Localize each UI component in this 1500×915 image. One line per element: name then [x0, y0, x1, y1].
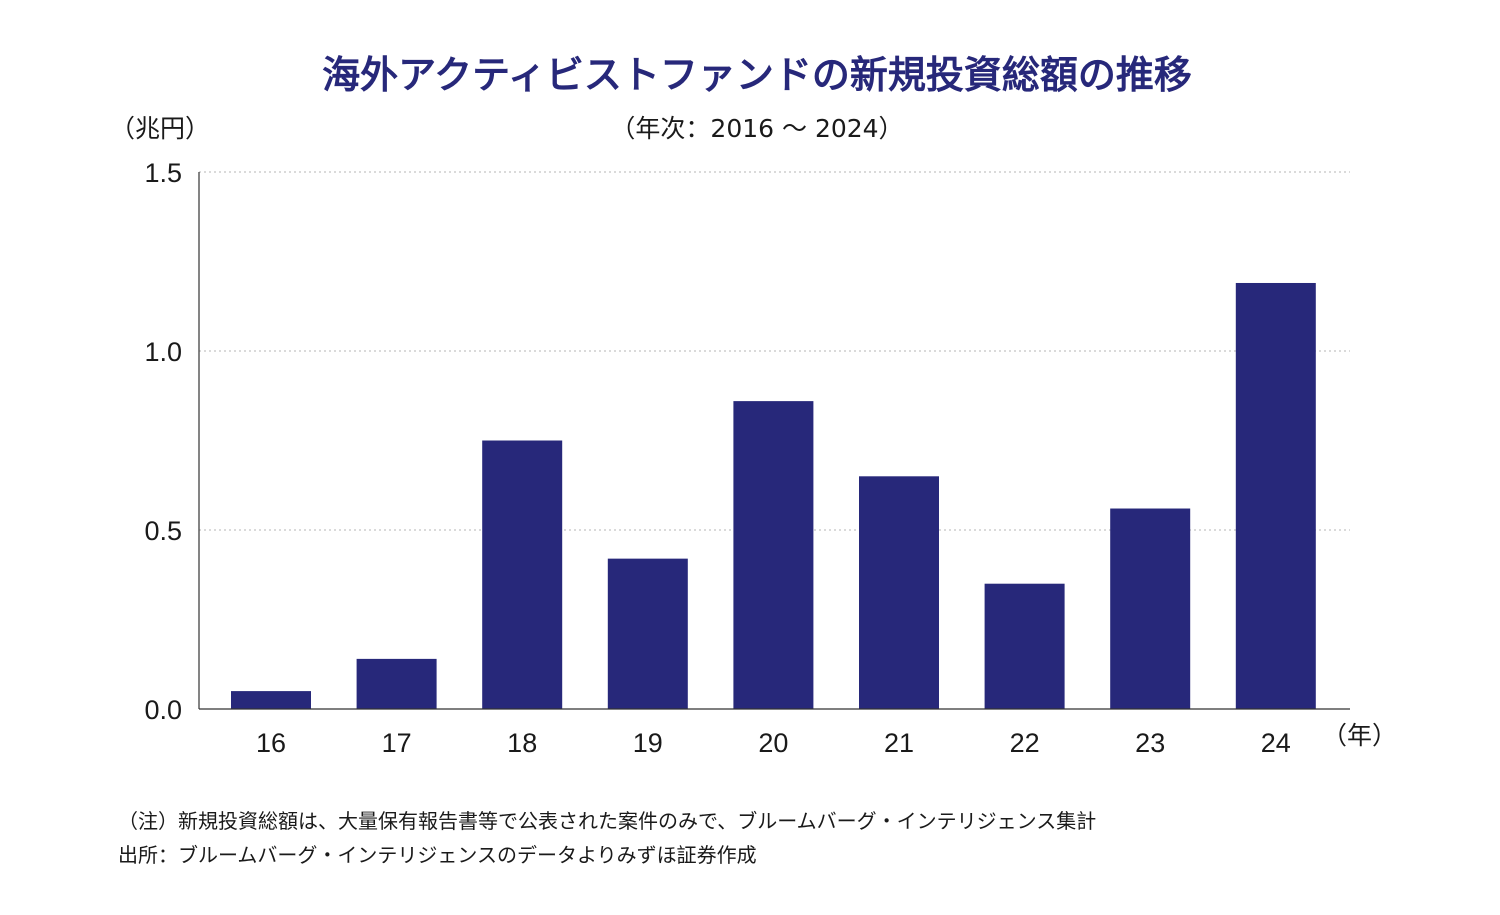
x-tick-label: 17 — [382, 728, 412, 758]
y-axis-ticks: 0.0 0.5 1.0 1.5 — [144, 158, 182, 725]
x-tick-label: 22 — [1010, 728, 1040, 758]
bars — [231, 282, 1316, 709]
bar-24 — [1235, 282, 1316, 709]
bar-19 — [607, 558, 688, 709]
chart-title: 海外アクティビストファンドの新規投資総額の推移 — [322, 53, 1192, 97]
y-tick-label: 1.0 — [144, 337, 182, 367]
bar-21 — [859, 476, 939, 709]
bar-16 — [231, 691, 311, 709]
y-tick-label: 0.0 — [144, 695, 182, 725]
bar-18 — [482, 440, 563, 709]
bar-17 — [356, 658, 437, 709]
x-axis-ticks: 16 17 18 19 20 21 22 23 24 — [256, 728, 1291, 758]
chart-subtitle: （年次：2016 ～ 2024） — [610, 114, 903, 143]
y-tick-label: 0.5 — [144, 516, 182, 546]
x-tick-label: 18 — [507, 728, 537, 758]
bar-22 — [984, 583, 1065, 709]
x-tick-label: 20 — [758, 728, 788, 758]
y-axis-unit-label: （兆円） — [110, 114, 210, 143]
bar-20 — [733, 401, 814, 709]
source-note: 出所：ブルームバーグ・インテリジェンスのデータよりみずほ証券作成 — [118, 843, 757, 867]
x-tick-label: 24 — [1261, 728, 1291, 758]
footnote: （注）新規投資総額は、大量保有報告書等で公表された案件のみで、ブルームバーグ・イ… — [118, 809, 1096, 833]
x-tick-label: 21 — [884, 728, 914, 758]
x-tick-label: 23 — [1135, 728, 1165, 758]
x-tick-label: 19 — [633, 728, 663, 758]
bar-23 — [1110, 508, 1191, 709]
x-tick-label: 16 — [256, 728, 286, 758]
y-tick-label: 1.5 — [144, 158, 182, 188]
x-axis-unit-label: （年） — [1322, 721, 1397, 750]
